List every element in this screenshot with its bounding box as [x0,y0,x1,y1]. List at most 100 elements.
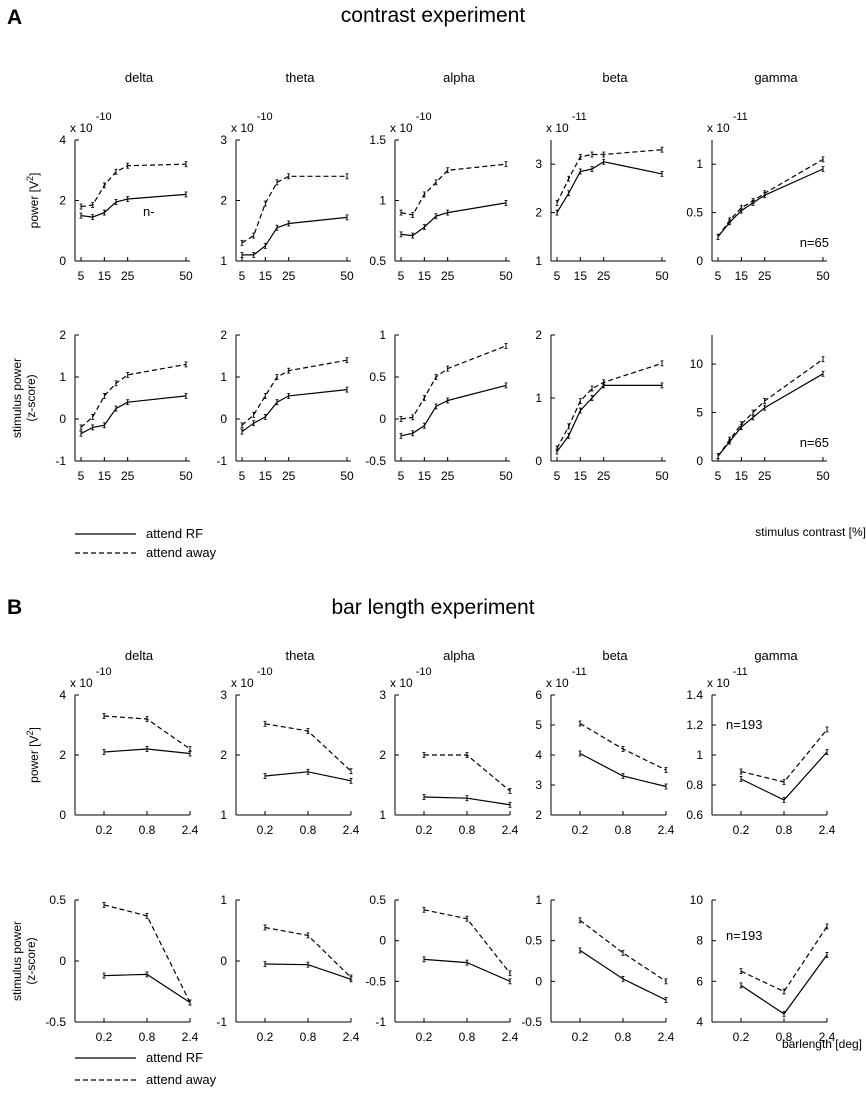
x-tick-label: 50 [340,469,354,483]
x-tick-label: 0.8 [459,823,476,837]
x-tick-label: 15 [418,469,432,483]
y-tick-label: 0.6 [686,808,703,822]
exponent-base: x 10 [390,676,413,690]
series-attend-away-line [241,175,347,244]
row-ylabel: stimulus power(z-score) [10,358,38,438]
x-tick-label: 2.4 [819,1030,836,1044]
y-tick-label: 4 [59,133,66,147]
y-tick-label: -1 [55,454,66,468]
y-tick-label: 3 [535,157,542,171]
x-tick-label: 5 [239,269,246,283]
chart-alpha: -1 -0.5 0 0.5 0.2 0.8 2.4 [365,893,518,1044]
x-tick-label: 15 [735,469,749,483]
y-tick-label: 3 [535,778,542,792]
series-attend-rf-line [579,949,667,1001]
y-tick-label: 0 [696,454,703,468]
x-tick-label: 25 [441,269,455,283]
y-tick-label: 1 [379,194,386,208]
series-attend-rf-line [80,193,187,218]
axis-exponent: x 10-10 [231,666,273,690]
x-tick-label: 15 [98,269,112,283]
exponent-power: -10 [96,111,112,123]
x-tick-label: 5 [715,469,722,483]
y-tick-label: 2 [59,194,66,208]
series-attend-rf-line [717,373,824,457]
sample-size-note: n=193 [726,717,763,732]
series-attend-rf-line [556,384,662,452]
exponent-power: -10 [257,666,273,678]
band-name: delta [125,648,154,663]
x-tick-label: 25 [121,269,135,283]
exponent-base: x 10 [70,676,93,690]
sample-size-note: n=65 [800,435,829,450]
ylabel-line-2: (z-score) [24,374,38,421]
band-name: theta [286,70,316,85]
x-tick-label: 0.8 [776,1030,793,1044]
exponent-power: -10 [416,111,432,123]
ylabel-line-1: stimulus power [10,358,24,438]
sample-size-note: n=65 [800,235,829,250]
series-attend-rf-line [400,384,507,437]
series-attend-rf-line [740,751,828,801]
y-tick-label: 5 [535,718,542,732]
series-attend-away-line [579,919,667,982]
x-tick-label: 50 [499,269,513,283]
x-tick-label: 2.4 [182,1030,199,1044]
y-tick-label: 2 [535,808,542,822]
x-tick-label: 50 [179,269,193,283]
ylabel-text: power [V [27,736,41,783]
x-tick-label: 15 [259,469,273,483]
sample-size-note: n- [143,204,155,219]
x-tick-label: 15 [574,269,588,283]
y-tick-label: 0.5 [686,206,703,220]
x-tick-label: 5 [78,269,85,283]
y-tick-label: -0.5 [365,454,386,468]
y-tick-label: 0 [59,254,66,268]
y-tick-label: 6 [696,974,703,988]
x-tick-label: 2.4 [182,823,199,837]
x-tick-label: 25 [597,269,611,283]
x-axis-label: stimulus contrast [%] [755,525,866,539]
band-name: theta [286,648,316,663]
x-tick-label: 0.2 [572,823,589,837]
y-tick-label: 2 [220,194,227,208]
y-tick-label: 1.4 [686,688,703,702]
y-tick-label: 3 [379,688,386,702]
x-tick-label: 5 [239,469,246,483]
y-tick-label: -0.5 [365,974,386,988]
x-tick-label: 0.2 [572,1030,589,1044]
x-tick-label: 0.2 [416,1030,433,1044]
x-tick-label: 25 [282,469,296,483]
y-tick-label: 4 [535,748,542,762]
axis-exponent: x 10-10 [231,111,273,135]
ylabel-sup: 2 [25,730,35,735]
x-tick-label: 0.8 [300,823,317,837]
band-name: alpha [443,648,476,663]
x-tick-label: 5 [554,469,561,483]
y-tick-label: 1 [535,254,542,268]
y-tick-label: 2 [220,748,227,762]
axis-exponent: x 10-11 [707,111,748,135]
x-tick-label: 0.2 [96,823,113,837]
x-tick-label: 5 [398,269,405,283]
y-tick-label: 0 [696,254,703,268]
axis-exponent: x 10-11 [546,666,587,690]
y-tick-label: 1 [696,748,703,762]
exponent-power: -10 [257,111,273,123]
y-tick-label: 2 [220,328,227,342]
y-tick-label: 1 [535,893,542,907]
x-tick-label: 0.8 [459,1030,476,1044]
exponent-base: x 10 [390,121,413,135]
y-tick-label: 0 [379,412,386,426]
series-attend-away-line [400,163,507,216]
band-name: delta [125,70,154,85]
series-attend-away-line [556,362,663,449]
series-attend-rf-line [556,161,663,213]
exponent-base: x 10 [707,121,730,135]
legend-attend-away-label: attend away [146,545,217,560]
y-tick-label: 1 [379,328,386,342]
x-tick-label: 2.4 [343,1030,360,1044]
x-tick-label: 0.2 [733,1030,750,1044]
panel-letter: B [7,596,22,619]
